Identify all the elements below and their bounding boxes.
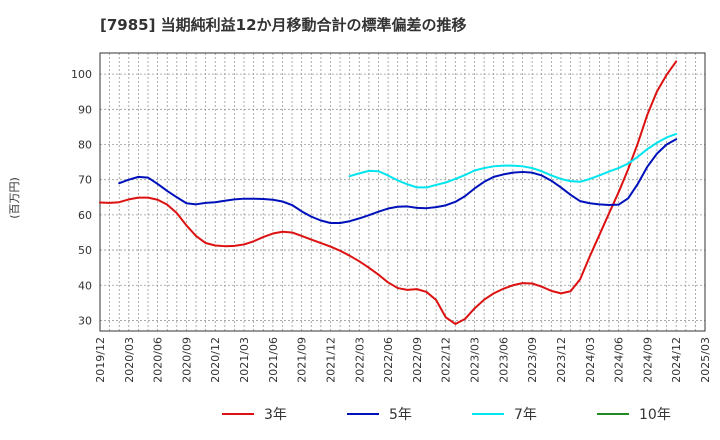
y-axis-label: (百万円) xyxy=(8,177,21,219)
series-line-2 xyxy=(118,138,678,224)
y-tick-label: 80 xyxy=(78,138,92,151)
x-tick-label: 2022/06 xyxy=(382,337,395,383)
y-tick-label: 50 xyxy=(78,244,92,257)
legend-label-3: 7年 xyxy=(514,407,537,423)
legend-label-4: 10年 xyxy=(639,407,671,423)
plot-frame xyxy=(99,52,706,332)
legend-label-2: 5年 xyxy=(389,407,412,423)
x-tick-label: 2021/09 xyxy=(296,337,309,383)
x-tick-label: 2019/12 xyxy=(94,337,107,383)
x-tick-label: 2020/09 xyxy=(180,337,193,383)
y-tick-label: 40 xyxy=(78,279,92,292)
x-tick-label: 2022/03 xyxy=(353,337,366,383)
x-tick-label: 2023/06 xyxy=(497,337,510,383)
x-tick-label: 2021/06 xyxy=(267,337,280,383)
chart-title: [7985] 当期純利益12か月移動合計の標準偏差の推移 xyxy=(100,16,467,34)
y-tick-label: 60 xyxy=(78,209,92,222)
x-tick-label: 2024/06 xyxy=(613,337,626,383)
plot-background xyxy=(100,53,705,331)
x-tick-label: 2020/06 xyxy=(152,337,165,383)
x-tick-label: 2025/03 xyxy=(699,337,712,383)
y-tick-label: 30 xyxy=(78,314,92,327)
series-line-3 xyxy=(348,132,678,189)
legend: 3年 5年 7年 10年 xyxy=(222,407,671,423)
legend-label-1: 3年 xyxy=(264,407,287,423)
x-tick-label: 2023/03 xyxy=(469,337,482,383)
y-tick-label: 100 xyxy=(71,68,92,81)
y-tick-label: 70 xyxy=(78,174,92,187)
x-tick-label: 2024/12 xyxy=(670,337,683,383)
x-tick-label: 2024/03 xyxy=(584,337,597,383)
x-tick-label: 2021/12 xyxy=(324,337,337,383)
y-tick-label: 90 xyxy=(78,103,92,116)
x-tick-label: 2023/09 xyxy=(526,337,539,383)
x-tick-label: 2021/03 xyxy=(238,337,251,383)
x-tick-label: 2022/12 xyxy=(440,337,453,383)
x-tick-label: 2023/12 xyxy=(555,337,568,383)
x-tick-label: 2020/03 xyxy=(123,337,136,383)
x-tick-label: 2024/09 xyxy=(641,337,654,383)
x-tick-label: 2022/09 xyxy=(411,337,424,383)
x-tick-label: 2020/12 xyxy=(209,337,222,383)
series-line-1 xyxy=(99,60,678,325)
plot-area: 30 40 50 60 70 80 90 100 2019/12 2020/03 2020/06 20… xyxy=(71,52,712,383)
